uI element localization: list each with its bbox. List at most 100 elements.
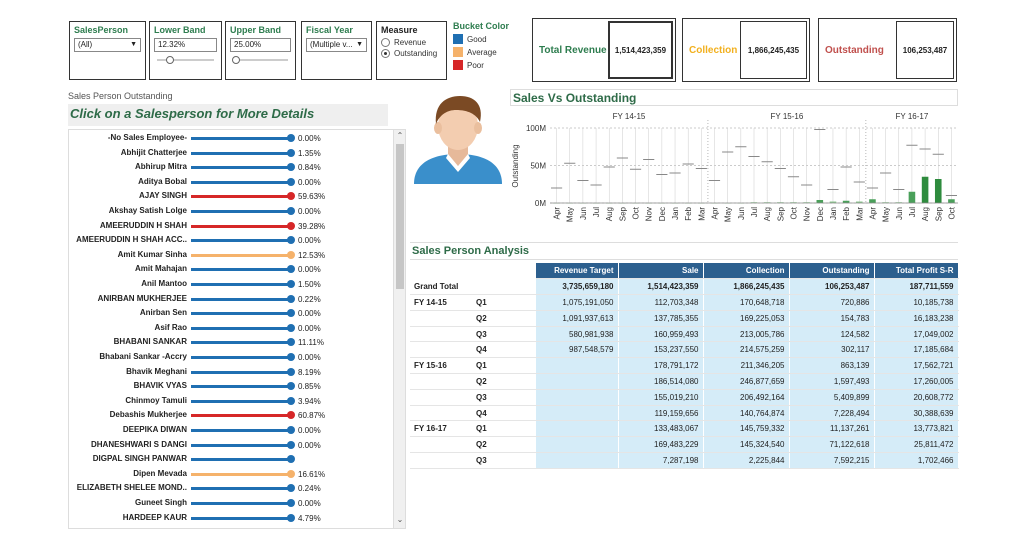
outstanding-bar — [191, 472, 291, 476]
outstanding-pct: 3.94% — [298, 396, 321, 406]
value-cell: 20,608,772 — [874, 389, 959, 406]
measure-option-revenue[interactable]: Revenue — [381, 38, 442, 47]
lower-band-slider[interactable] — [154, 55, 217, 65]
salesperson-row[interactable]: ELIZABETH SHELEE MOND.. 0.24% — [69, 483, 391, 494]
grand-total-label: Grand Total — [410, 278, 472, 296]
outstanding-bar — [191, 356, 291, 359]
outstanding-dot — [287, 192, 295, 201]
salesperson-row[interactable]: Debashis Mukherjee 60.87% — [69, 410, 391, 421]
sales-bar — [816, 200, 824, 203]
table-row: Q2 169,483,229 145,324,540 71,122,618 25,811… — [410, 436, 959, 454]
sales-bar — [842, 200, 850, 203]
salesperson-row[interactable]: HARDEEP KAUR 4.79% — [69, 513, 391, 524]
scroll-up-icon[interactable]: ⌃ — [396, 131, 404, 140]
value-cell: 3,735,659,180 — [536, 278, 619, 296]
outstanding-dot — [287, 426, 295, 434]
radio-icon[interactable] — [381, 38, 390, 47]
salesperson-row[interactable]: Abhirup Mitra 0.84% — [69, 162, 391, 173]
salesperson-row[interactable]: -No Sales Employee- 0.00% — [69, 133, 391, 144]
outstanding-pct: 4.79% — [298, 513, 321, 523]
column-header: Outstanding — [789, 263, 875, 280]
x-tick-label: Sep — [776, 206, 785, 221]
salesperson-list[interactable]: -No Sales Employee- 0.00% Abhijit Chatterj… — [68, 129, 406, 529]
quarter-cell: Q4 — [472, 405, 536, 422]
outstanding-bar — [191, 326, 291, 330]
value-cell: 214,575,259 — [703, 341, 790, 359]
kpi-collection: Collection 1,866,245,435 — [682, 18, 810, 82]
slider-handle[interactable] — [232, 56, 240, 64]
outstanding-dot — [287, 338, 295, 347]
y-axis-label: Outstanding — [511, 144, 520, 187]
salesperson-row[interactable]: AMEERUDDIN H SHAH 39.28% — [69, 221, 391, 232]
outstanding-pct: 12.53% — [298, 250, 326, 260]
legend-item-poor[interactable]: Poor — [453, 60, 523, 70]
salesperson-name: DHANESHWARI S DANGI — [90, 439, 187, 449]
value-cell: 1,866,245,435 — [703, 278, 790, 296]
radio-selected-icon[interactable] — [381, 49, 390, 58]
salesperson-select[interactable]: (All) ▼ — [74, 38, 141, 52]
salesperson-row[interactable]: Guneet Singh 0.00% — [69, 498, 391, 509]
salesperson-row[interactable]: Aditya Bobal 0.00% — [69, 177, 391, 188]
slider-handle[interactable] — [166, 56, 174, 64]
value-cell: 145,759,332 — [703, 420, 790, 438]
outstanding-pct: 0.00% — [298, 499, 321, 508]
salesperson-row[interactable]: Bhavik Meghani 8.19% — [69, 367, 391, 378]
salesperson-row[interactable]: DIGPAL SINGH PANWAR — [69, 454, 391, 465]
value-cell: 206,492,164 — [703, 389, 790, 406]
salesperson-row[interactable]: BHABANI SANKAR 11.11% — [69, 337, 391, 348]
salesperson-row[interactable]: DHANESHWARI S DANGI 0.00% — [69, 440, 391, 451]
x-tick-label: Feb — [842, 206, 851, 220]
salesperson-row[interactable]: Bhabani Sankar -Accry 0.00% — [69, 352, 391, 363]
salesperson-row[interactable]: BHAVIK VYAS 0.85% — [69, 381, 391, 392]
scroll-down-icon[interactable]: ⌄ — [396, 515, 404, 524]
salesperson-row[interactable]: DEEPIKA DIWAN 0.00% — [69, 425, 391, 436]
legend-swatch — [453, 34, 463, 44]
legend-item-good[interactable]: Good — [453, 34, 523, 44]
salesperson-row[interactable]: Chinmoy Tamuli 3.94% — [69, 396, 391, 407]
outstanding-bar — [191, 151, 291, 155]
outstanding-bar — [191, 341, 291, 345]
value-cell: 169,225,053 — [703, 310, 790, 327]
kpi-total-revenue: Total Revenue 1,514,423,359 — [532, 18, 676, 82]
outstanding-dot — [287, 499, 295, 507]
salesperson-row[interactable]: Dipen Mevada 16.61% — [69, 469, 391, 480]
value-cell: 112,703,348 — [618, 294, 704, 311]
upper-band-slider[interactable] — [230, 55, 291, 65]
scroll-thumb[interactable] — [396, 144, 404, 289]
outstanding-pct: 0.00% — [298, 426, 321, 435]
salesperson-row[interactable]: AMEERUDDIN H SHAH ACC.. 0.00% — [69, 235, 391, 246]
column-header: Total Profit S-R — [874, 263, 959, 280]
salesperson-row[interactable]: AJAY SINGH 59.63% — [69, 191, 391, 202]
salesperson-name: Guneet Singh — [135, 498, 187, 507]
quarter-cell: Q3 — [472, 326, 536, 343]
lower-band-input[interactable]: 12.32% — [154, 38, 217, 52]
salesperson-row[interactable]: Amit Kumar Sinha 12.53% — [69, 250, 391, 261]
salesperson-row[interactable]: Abhijit Chatterjee 1.35% — [69, 148, 391, 159]
salesperson-row[interactable]: Amit Mahajan 0.00% — [69, 264, 391, 275]
table-row: Q2 1,091,937,613 137,785,355 169,225,053 154… — [410, 310, 959, 327]
slider-track — [233, 59, 288, 61]
fiscal-year-select[interactable]: (Multiple v... ▼ — [306, 38, 367, 52]
salesperson-row[interactable]: Anil Mantoo 1.50% — [69, 279, 391, 290]
value-cell: 720,886 — [789, 294, 875, 311]
salesperson-filter: SalesPerson (All) ▼ — [69, 21, 146, 80]
value-cell: 5,409,899 — [789, 389, 875, 406]
x-tick-label: Jul — [750, 207, 759, 217]
quarter-cell: Q3 — [472, 389, 536, 406]
upper-band-input[interactable]: 25.00% — [230, 38, 291, 52]
legend-item-average[interactable]: Average — [453, 47, 523, 57]
salesperson-name: Amit Kumar Sinha — [117, 249, 187, 259]
salesperson-row[interactable]: Akshay Satish Lolge 0.00% — [69, 206, 391, 217]
outstanding-bar — [191, 385, 291, 389]
salesperson-row[interactable]: Asif Rao 0.00% — [69, 323, 391, 334]
salesperson-row[interactable]: Anirban Sen 0.00% — [69, 308, 391, 319]
list-scrollbar[interactable]: ⌃ ⌄ — [393, 130, 405, 528]
x-tick-label: Sep — [618, 206, 627, 221]
outstanding-pct: 0.00% — [298, 134, 321, 143]
outstanding-bar — [191, 166, 291, 170]
outstanding-pct: 0.00% — [298, 236, 321, 246]
x-tick-label: Jul — [592, 207, 601, 217]
header-blank — [410, 263, 472, 279]
measure-option-outstanding[interactable]: Outstanding — [381, 49, 442, 58]
salesperson-row[interactable]: ANIRBAN MUKHERJEE 0.22% — [69, 294, 391, 305]
